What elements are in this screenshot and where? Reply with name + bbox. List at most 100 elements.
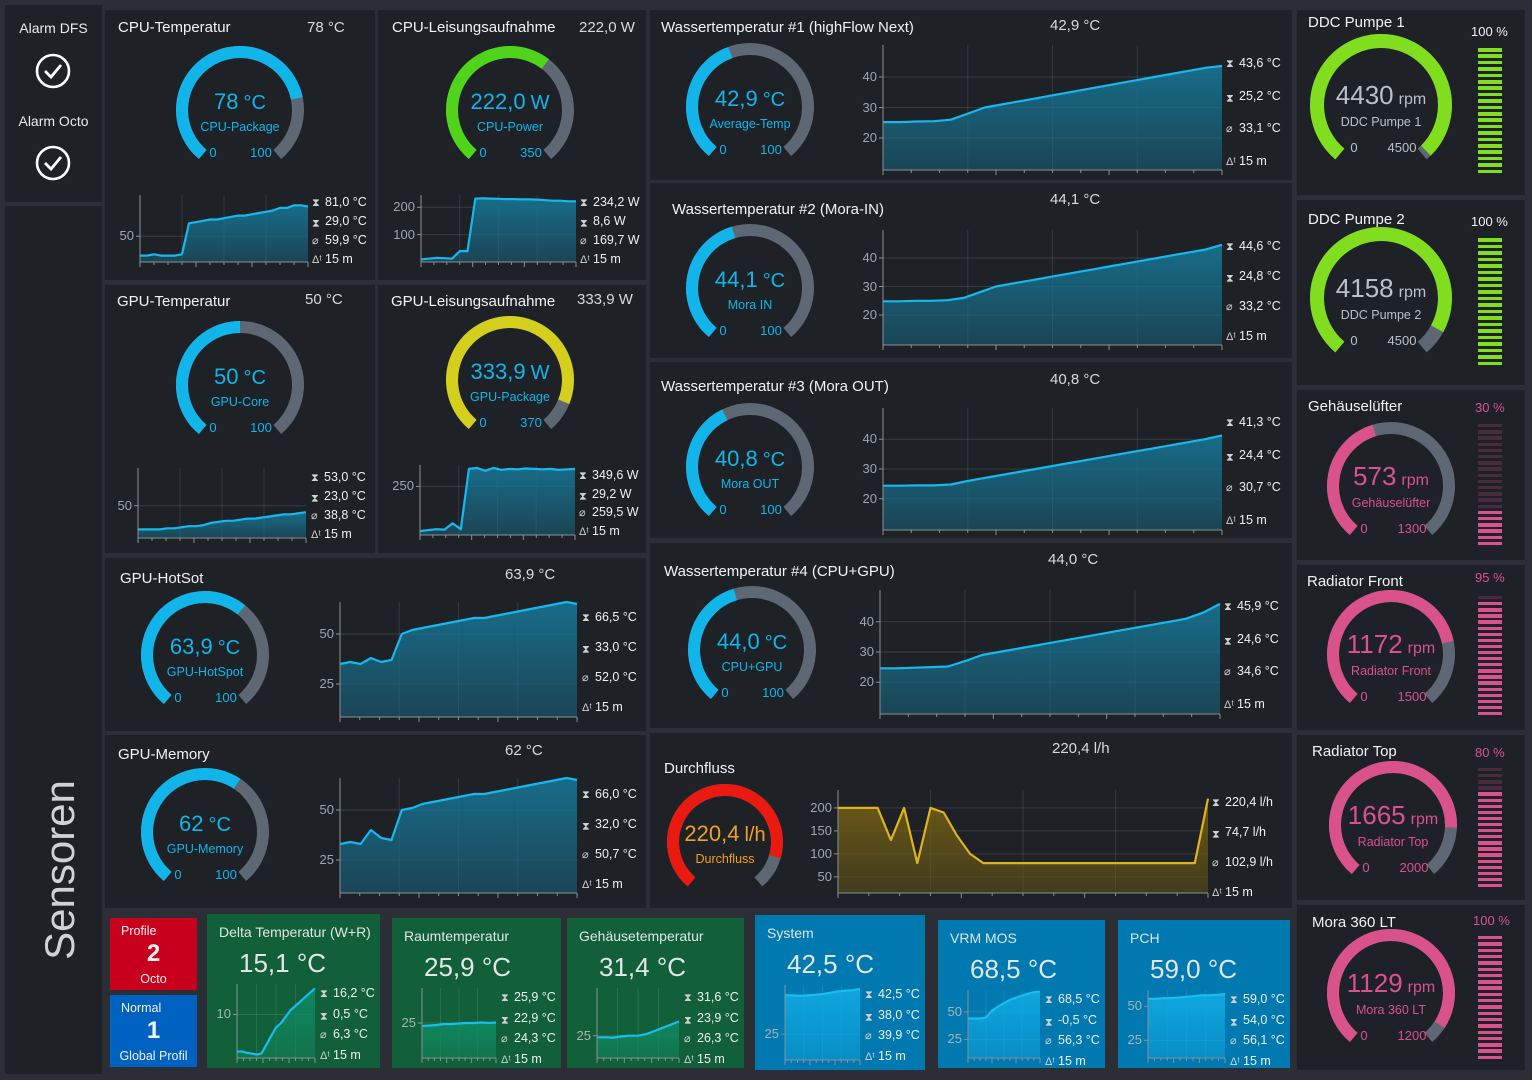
average-icon: ⌀: [684, 1033, 691, 1045]
gauge-label: Mora OUT: [720, 477, 780, 491]
fan-percent: 100 %: [1471, 214, 1508, 229]
y-tick-label: 30: [862, 278, 877, 294]
stat-value: 30,7 °C: [1239, 480, 1281, 494]
gauge: [1329, 761, 1457, 875]
gauge-unit: °C: [217, 637, 241, 660]
average-icon: ⌀: [1212, 857, 1219, 869]
gauge-value-number: 222,0: [470, 89, 526, 115]
stat-value: 33,1 °C: [1239, 121, 1281, 135]
meter-segment: [1478, 835, 1502, 839]
sparkline-chart: [879, 45, 1223, 175]
stat-value: 25,9 °C: [514, 990, 556, 1004]
tile-title: Delta Temperatur (W+R): [219, 924, 371, 940]
gauge-min: 0: [719, 142, 727, 157]
panel-current-value: 220,4 l/h: [1052, 740, 1110, 757]
gauge-label: Radiator Front: [1351, 664, 1431, 678]
stat-value: 74,7 l/h: [1225, 825, 1267, 839]
stat-max: ⧗ 234,2 W: [580, 195, 640, 210]
stat-value: 15 m: [1058, 1053, 1086, 1068]
gauge-unit: rpm: [1407, 640, 1436, 658]
gauge: [1327, 422, 1455, 536]
average-icon: ⌀: [311, 510, 318, 522]
stat-avg: ⌀ 56,1 °C: [1230, 1033, 1285, 1047]
y-tick-label: 40: [859, 613, 874, 629]
sparkline-chart: [1144, 990, 1226, 1063]
meter-segment: [1478, 112, 1502, 116]
alarm-status-button[interactable]: [35, 145, 71, 181]
alarm-status-button[interactable]: [35, 53, 71, 89]
fan-level-meter: [1478, 596, 1502, 718]
tile-title: PCH: [1130, 930, 1160, 946]
stat-max: ⧗ 59,0 °C: [1230, 992, 1285, 1007]
check-circle-icon: [35, 53, 71, 89]
meter-segment: [1478, 355, 1502, 359]
sparkline-chart: [136, 195, 309, 267]
gauge-min: 0: [479, 145, 487, 160]
chart-line: [421, 1021, 497, 1028]
y-tick-label: 25: [764, 1026, 779, 1042]
gauge-fill: [446, 46, 549, 160]
stat-avg: ⌀ 24,3 °C: [501, 1031, 556, 1045]
profile-button[interactable]: Profile 2 Octo: [110, 918, 197, 990]
fan-percent: 80 %: [1475, 745, 1505, 760]
meter-segment: [1478, 608, 1502, 612]
gauge-max: 100: [250, 420, 272, 435]
stat-value: 259,5 W: [592, 505, 639, 519]
meter-segment: [1478, 296, 1502, 301]
meter-segment: [1478, 144, 1502, 148]
min-icon: ⧗: [1226, 91, 1234, 104]
gauge-unit: °C: [762, 270, 786, 293]
panel-title: Mora 360 LT: [1312, 914, 1396, 931]
gauge-min: 0: [1360, 689, 1368, 704]
gauge-max: 100: [250, 145, 272, 160]
gauge-min: 0: [209, 420, 217, 435]
tile-value: 31,4 °C: [599, 952, 687, 982]
average-icon: ⌀: [1226, 482, 1233, 494]
average-icon: ⌀: [865, 1030, 872, 1042]
y-tick-label: 100: [393, 226, 415, 242]
sparkline-chart: [336, 776, 578, 898]
profile-button[interactable]: Normal 1 Global Profil: [110, 995, 197, 1067]
meter-segment: [1478, 92, 1502, 97]
meter-segment: [1478, 48, 1502, 52]
y-tick-label: 50: [319, 802, 334, 817]
stat-value: 34,6 °C: [1237, 664, 1279, 678]
meter-segment: [1478, 498, 1502, 502]
fan-percent: 100 %: [1473, 913, 1510, 928]
stat-avg: ⌀ 102,9 l/h: [1212, 855, 1273, 869]
gauge-value: 333,9 W: [471, 359, 550, 385]
gauge-max: 350: [520, 145, 542, 160]
sparkline-chart: [593, 988, 680, 1063]
gauge-value: 40,8 °C: [715, 446, 785, 472]
meter-segment: [1478, 523, 1502, 527]
alarm-label: Alarm Octo: [18, 113, 89, 129]
gauge-min: 0: [174, 867, 182, 882]
panel-current-value: 42,9 °C: [1050, 17, 1101, 34]
gauge-min: 0: [1350, 333, 1358, 348]
stat-avg: ⌀ 38,8 °C: [311, 508, 366, 522]
gauge-unit: °C: [243, 367, 266, 390]
stat-span: Δᵗ 15 m: [1230, 1054, 1271, 1068]
meter-segment: [1478, 980, 1502, 984]
chart-line: [419, 466, 576, 533]
meter-segment: [1478, 442, 1502, 446]
gauge-value-number: 62: [179, 811, 204, 837]
meter-segment: [1478, 1005, 1502, 1009]
meter-segment: [1478, 277, 1502, 281]
fan-level-meter: [1478, 936, 1502, 1062]
stat-max: ⧗ 349,6 W: [579, 468, 639, 483]
timespan-icon: Δᵗ: [312, 254, 322, 266]
panel-title: Wassertemperatur #2 (Mora-IN): [672, 201, 884, 218]
stat-value: 42,5 °C: [878, 987, 920, 1001]
meter-segment: [1478, 329, 1502, 333]
meter-segment: [1478, 309, 1502, 314]
stat-value: 102,9 l/h: [1225, 855, 1273, 869]
gauge-value: 4158 rpm: [1336, 273, 1426, 304]
meter-segment: [1478, 1030, 1502, 1034]
meter-segment: [1478, 810, 1502, 815]
meter-segment: [1478, 669, 1502, 673]
gauge-fill: [176, 46, 303, 160]
meter-segment: [1478, 711, 1502, 716]
tile-value: 59,0 °C: [1150, 954, 1238, 984]
chart-area: [880, 603, 1220, 714]
